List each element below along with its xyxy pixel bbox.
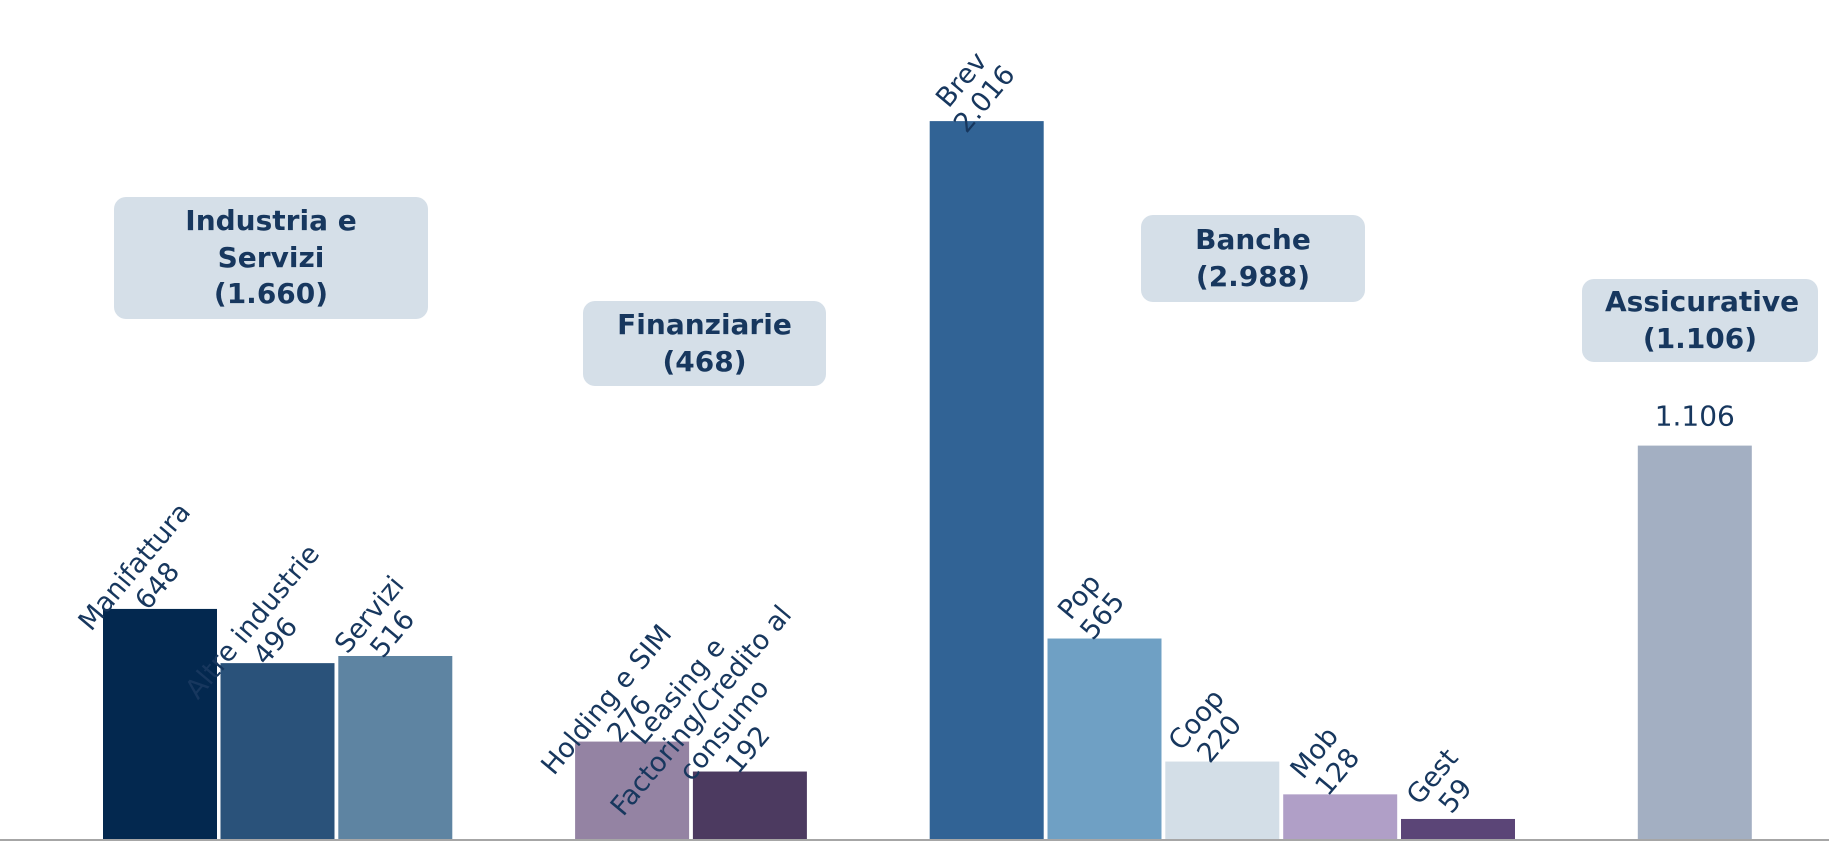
bar	[338, 655, 453, 840]
group-total: (1.660)	[213, 277, 329, 311]
group-name: Assicurative	[1605, 285, 1800, 319]
group-name: Finanziarie	[617, 308, 792, 342]
group-box: Banche (2.988)	[1141, 215, 1365, 302]
group-box: Assicurative (1.106)	[1582, 279, 1818, 362]
group-box: Finanziarie (468)	[583, 301, 826, 386]
group-name: Banche	[1195, 223, 1311, 257]
group-total: (468)	[662, 344, 747, 378]
bar	[1047, 638, 1162, 840]
bar	[1283, 794, 1398, 840]
bar	[103, 608, 217, 840]
bar	[1637, 445, 1752, 840]
group-name: Industria e Servizi	[185, 204, 357, 274]
bar	[1165, 761, 1280, 840]
group-total: (1.106)	[1642, 321, 1758, 355]
value-label: 1.106	[1654, 399, 1735, 433]
bar	[1401, 818, 1515, 840]
bar	[575, 741, 690, 840]
group-box: Industria e Servizi (1.660)	[114, 197, 428, 319]
bar	[220, 663, 335, 840]
group-total: (2.988)	[1195, 259, 1311, 293]
bar	[929, 121, 1044, 841]
bar	[692, 771, 807, 840]
